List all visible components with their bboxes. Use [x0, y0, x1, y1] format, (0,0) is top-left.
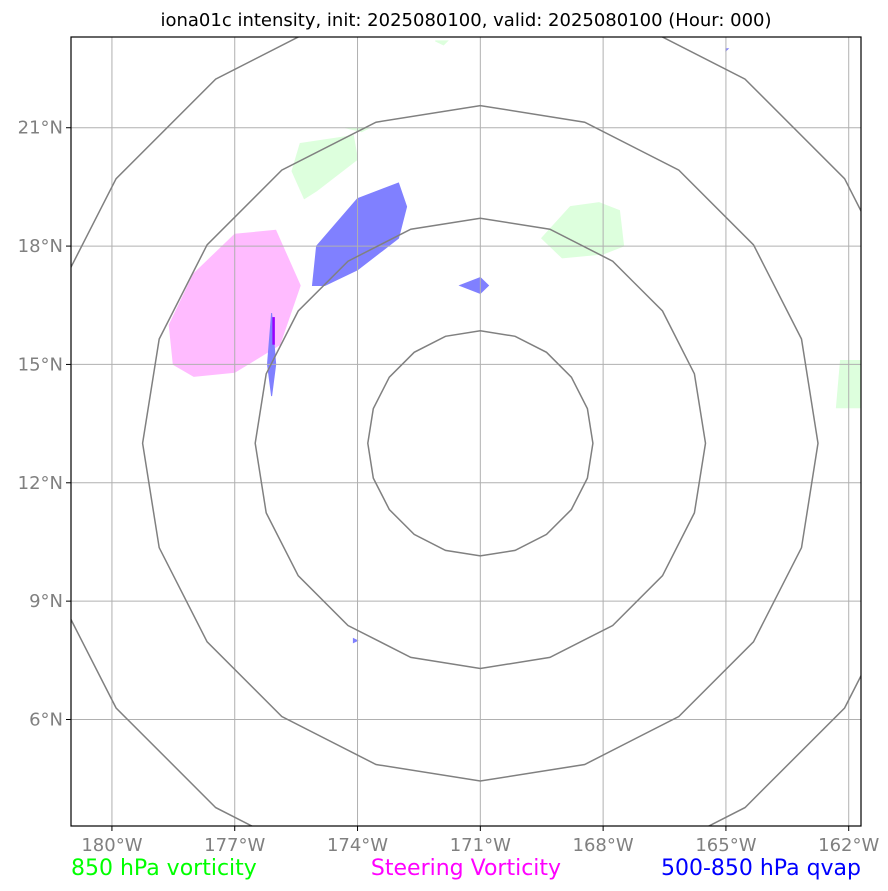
tick-label-lon: 177°W	[204, 835, 265, 856]
qvap-area	[266, 313, 277, 397]
range-ring	[141, 104, 819, 782]
tick-label-lat: 21°N	[18, 118, 63, 139]
qvap-area	[458, 277, 490, 294]
range-rings	[71, 37, 861, 826]
qvap-area	[352, 637, 359, 644]
legend-qvap: 500-850 hPa qvap	[661, 856, 861, 881]
plot-frame	[70, 36, 862, 827]
tick-label-lon: 162°W	[818, 835, 879, 856]
legend-steering: Steering Vorticity	[371, 856, 561, 881]
range-ring	[71, 37, 861, 826]
axis-ticks: 180°W 177°W 174°W 171°W 168°W 165°W 162°W 21°N 1…	[18, 118, 880, 856]
chart-title: iona01c intensity, init: 2025080100, val…	[160, 10, 771, 31]
qvap-area	[311, 182, 408, 286]
gridlines	[71, 37, 861, 826]
tick-label-lon: 165°W	[695, 835, 756, 856]
vort850-area	[435, 40, 449, 46]
legend: 850 hPa vorticity Steering Vorticity 500…	[71, 856, 861, 881]
tick-label-lat: 18°N	[18, 236, 63, 257]
tick-label-lon: 171°W	[450, 835, 511, 856]
tick-label-lon: 174°W	[327, 835, 388, 856]
tick-label-lat: 12°N	[18, 473, 63, 494]
tick-label-lon: 180°W	[81, 835, 142, 856]
tick-label-lon: 168°W	[573, 835, 634, 856]
range-ring	[254, 217, 707, 670]
plot-background	[71, 37, 861, 826]
tick-label-lat: 6°N	[29, 709, 63, 730]
tick-label-lat: 15°N	[18, 354, 63, 375]
range-ring	[367, 330, 594, 557]
legend-vort850: 850 hPa vorticity	[71, 856, 257, 881]
tick-label-lat: 9°N	[29, 591, 63, 612]
vort850-area	[291, 135, 359, 200]
